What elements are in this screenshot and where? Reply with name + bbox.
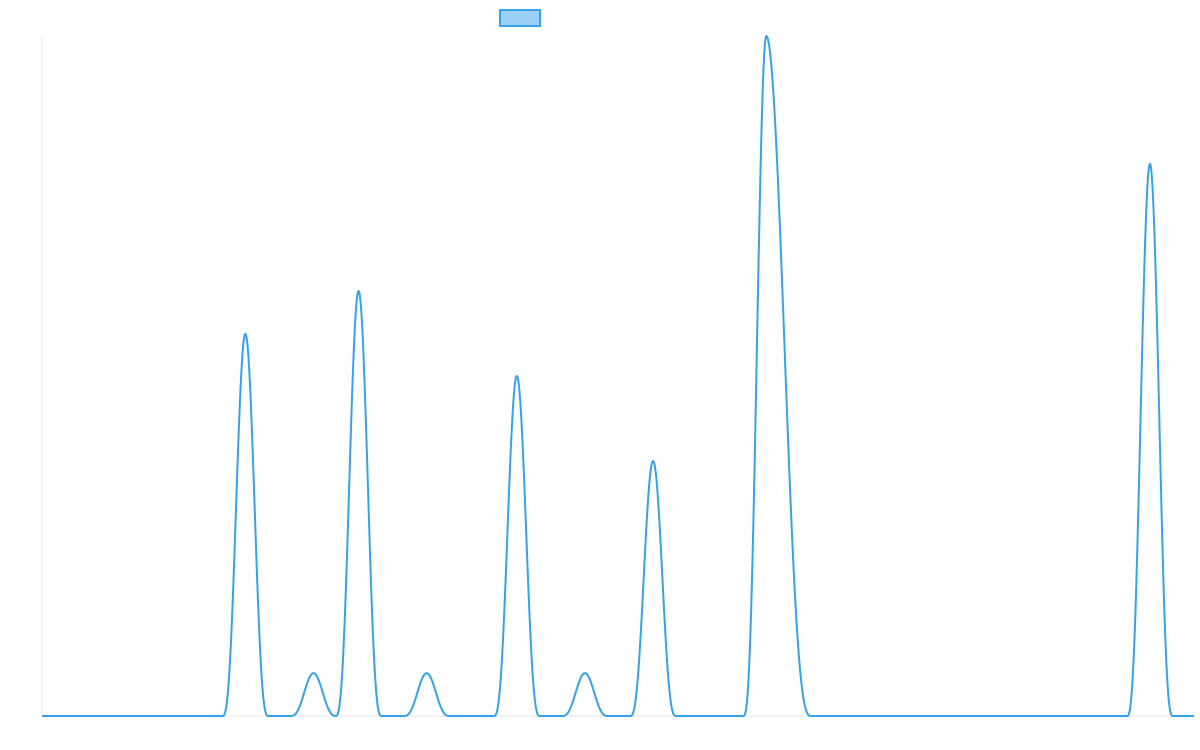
data-point-peak-5 (582, 670, 588, 676)
axes (41, 36, 1194, 717)
series-line-0 (41, 35, 1195, 717)
data-point-peak-1 (310, 670, 316, 676)
data-point-peak-0 (242, 331, 248, 337)
data-point-peak-6 (650, 458, 656, 464)
legend-swatch-0[interactable] (499, 9, 541, 27)
data-point-peak-3 (424, 670, 430, 676)
data-point-peak-4 (514, 373, 520, 379)
data-point-peak-8 (1147, 161, 1153, 167)
legend[interactable] (499, 9, 541, 27)
data-point-peak-2 (356, 288, 362, 294)
series-layer (41, 33, 1195, 717)
data-point-peak-7 (763, 33, 769, 39)
